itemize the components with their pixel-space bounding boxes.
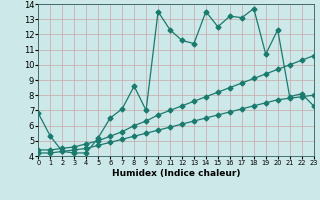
- X-axis label: Humidex (Indice chaleur): Humidex (Indice chaleur): [112, 169, 240, 178]
